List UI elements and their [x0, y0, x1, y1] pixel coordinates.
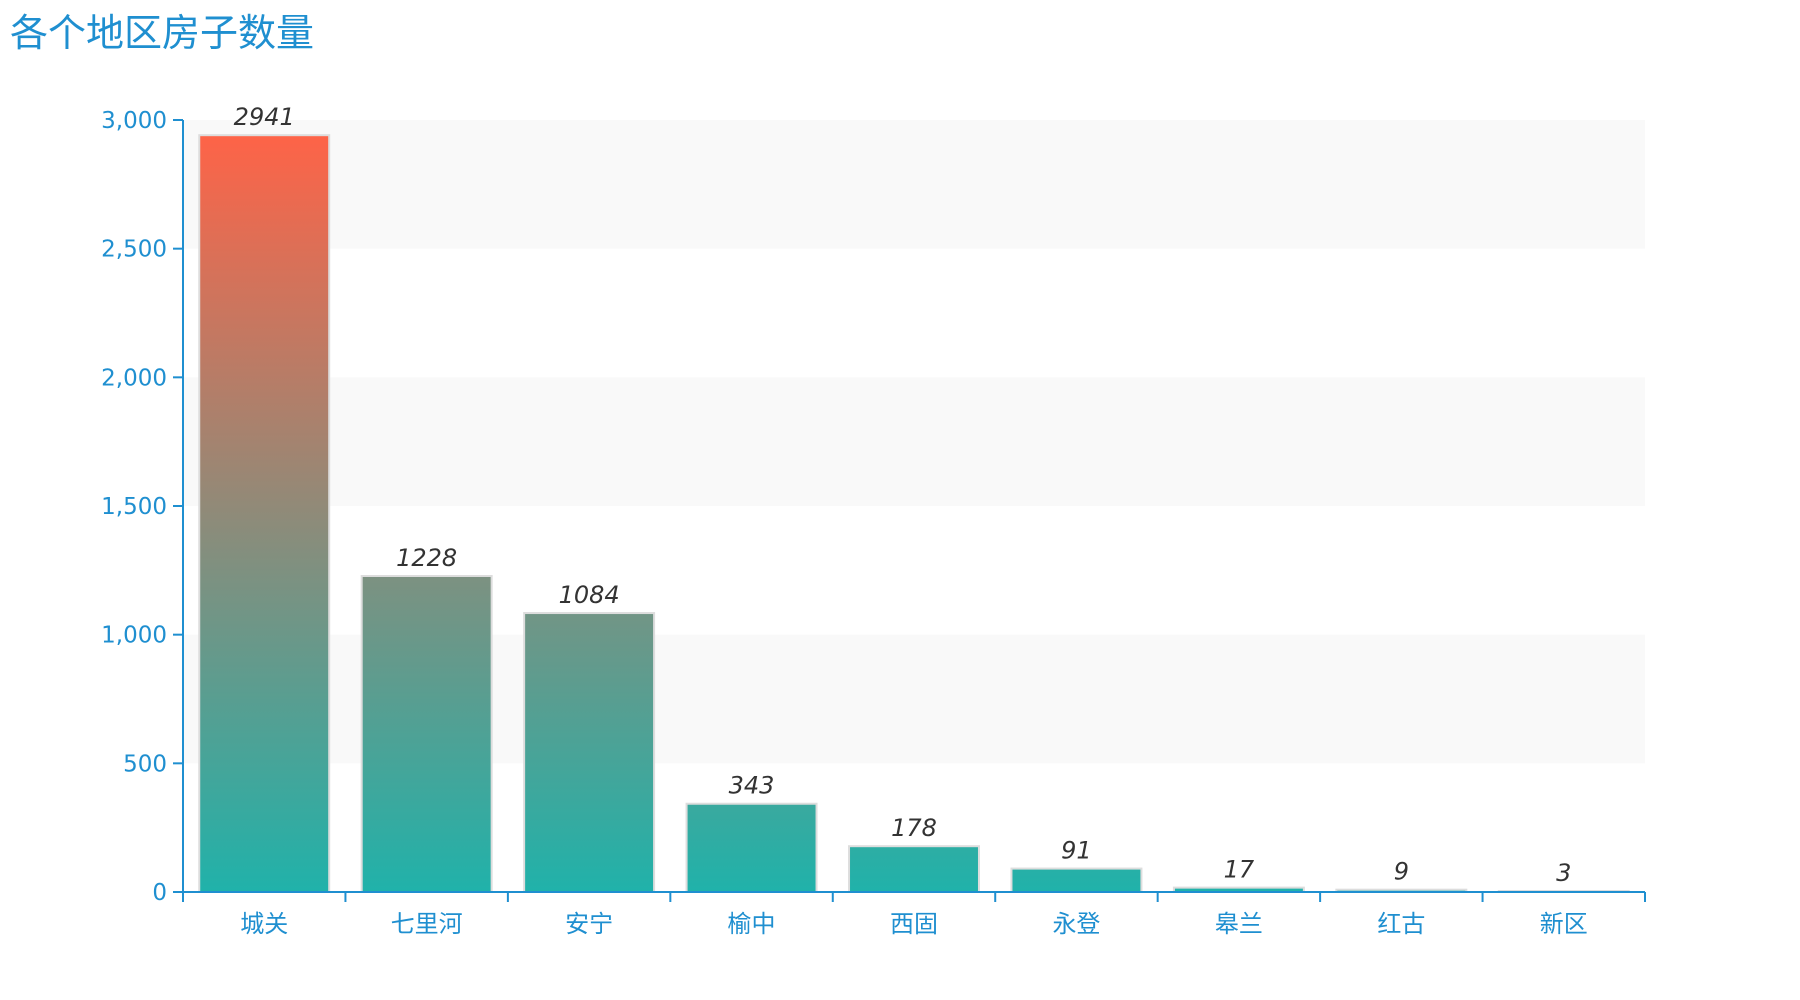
bar-永登 [1010, 867, 1143, 893]
data-label: 3 [1556, 859, 1571, 887]
x-tick-label: 榆中 [728, 910, 776, 938]
x-tick-label: 皋兰 [1215, 910, 1263, 938]
x-tick-label: 城关 [240, 910, 288, 938]
labels: 2941 1228 1084 343 178 91 17 9 3 [234, 103, 1572, 887]
chart-title: 各个地区房子数量 [10, 11, 315, 55]
axes: 0 500 1,000 1,500 2,000 2,500 3,000 城关 七里河 安宁 榆中 西固… [101, 108, 1646, 938]
y-tick-label: 0 [152, 880, 167, 906]
x-tick-label: 永登 [1052, 910, 1100, 938]
x-tick-label: 红古 [1377, 910, 1425, 938]
data-label: 17 [1224, 856, 1255, 884]
bar-榆中 [685, 802, 818, 894]
data-label: 91 [1061, 837, 1092, 865]
data-label: 1228 [396, 544, 457, 572]
y-tick-label: 2,000 [101, 365, 167, 391]
data-label: 343 [729, 772, 775, 800]
y-tick-label: 1,000 [101, 623, 167, 649]
grid-band [183, 120, 1645, 249]
y-tick-label: 3,000 [101, 108, 167, 134]
bar-七里河 [360, 574, 493, 894]
bar-安宁 [523, 612, 656, 893]
data-label: 178 [891, 814, 937, 842]
data-label: 1084 [559, 581, 620, 609]
x-tick-label: 西固 [890, 910, 938, 938]
y-tick-label: 500 [123, 751, 167, 777]
bars [198, 134, 1630, 894]
y-tick-label: 1,500 [101, 494, 167, 520]
data-label: 9 [1394, 858, 1409, 886]
data-label: 2941 [234, 103, 295, 131]
x-tick-label: 新区 [1540, 910, 1588, 938]
grid-band [183, 377, 1645, 506]
x-tick-label: 七里河 [391, 910, 463, 938]
bar-西固 [848, 845, 980, 893]
y-tick-label: 2,500 [101, 237, 167, 263]
x-tick-label: 安宁 [565, 910, 613, 938]
bar-城关 [198, 134, 331, 893]
